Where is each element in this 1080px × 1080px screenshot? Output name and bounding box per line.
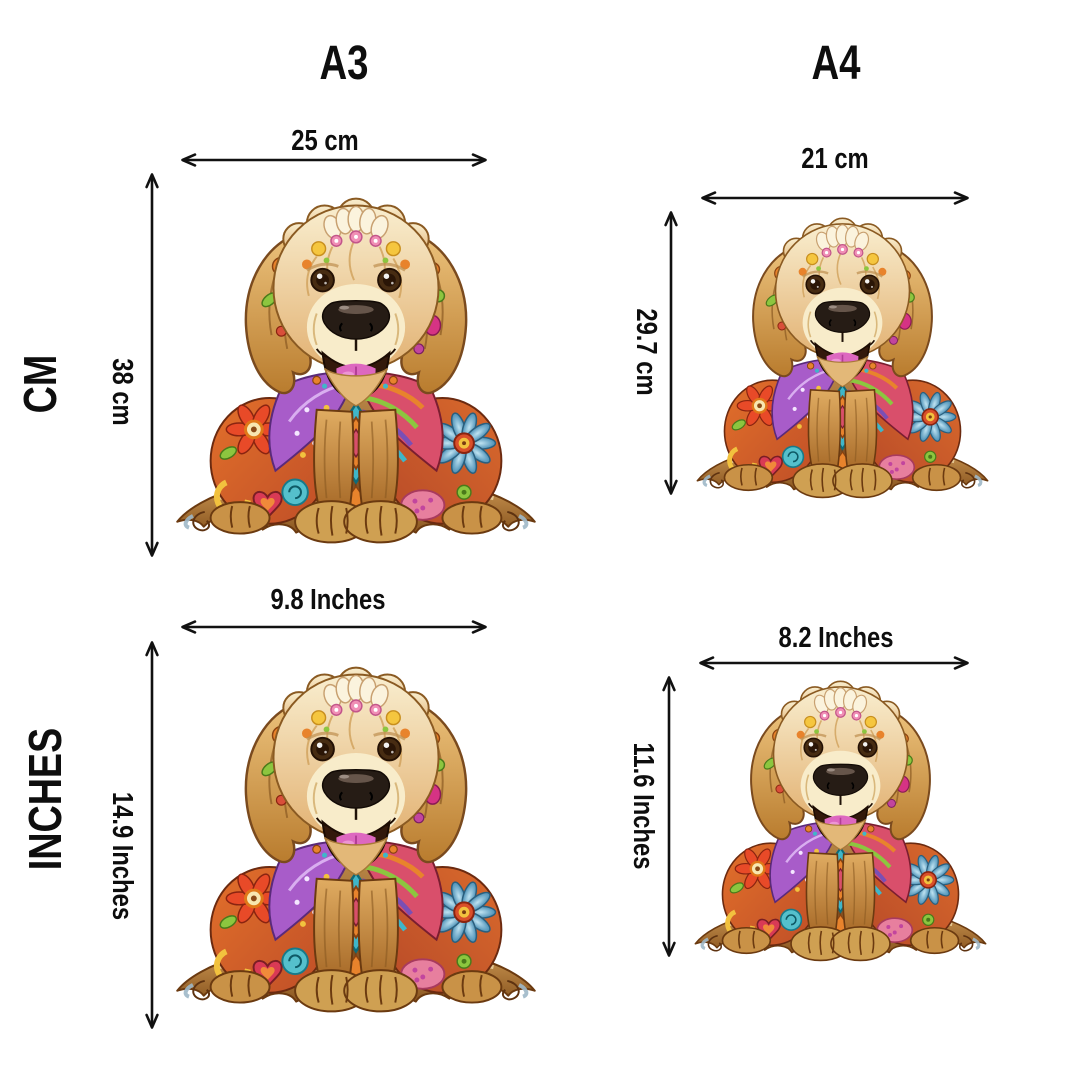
- height-dimension-label: 11.6 Inches: [627, 742, 659, 870]
- horizontal-dimension-arrow: [699, 656, 969, 670]
- width-dimension-label: 21 cm: [801, 143, 869, 175]
- dog-illustration: [168, 176, 544, 564]
- vertical-dimension-arrow: [145, 641, 159, 1029]
- width-dimension-label: 9.8 Inches: [270, 584, 386, 616]
- row-label-cm: CM: [14, 354, 66, 414]
- column-header-a3: A3: [319, 37, 369, 90]
- horizontal-dimension-arrow: [701, 191, 969, 205]
- dog-illustration: [168, 645, 544, 1033]
- horizontal-dimension-arrow: [181, 153, 487, 167]
- height-dimension-label: 14.9 Inches: [106, 791, 138, 921]
- column-header-a4: A4: [811, 37, 861, 90]
- width-dimension-label: 25 cm: [291, 125, 359, 157]
- vertical-dimension-arrow: [664, 211, 678, 495]
- height-dimension-label: 38 cm: [106, 358, 138, 426]
- width-dimension-label: 8.2 Inches: [778, 622, 894, 654]
- height-dimension-label: 29.7 cm: [630, 308, 662, 396]
- horizontal-dimension-arrow: [181, 620, 487, 634]
- vertical-dimension-arrow: [662, 676, 676, 957]
- dog-illustration: [688, 663, 993, 978]
- row-label-inches: INCHES: [19, 727, 71, 871]
- vertical-dimension-arrow: [145, 173, 159, 557]
- dog-illustration: [690, 200, 995, 515]
